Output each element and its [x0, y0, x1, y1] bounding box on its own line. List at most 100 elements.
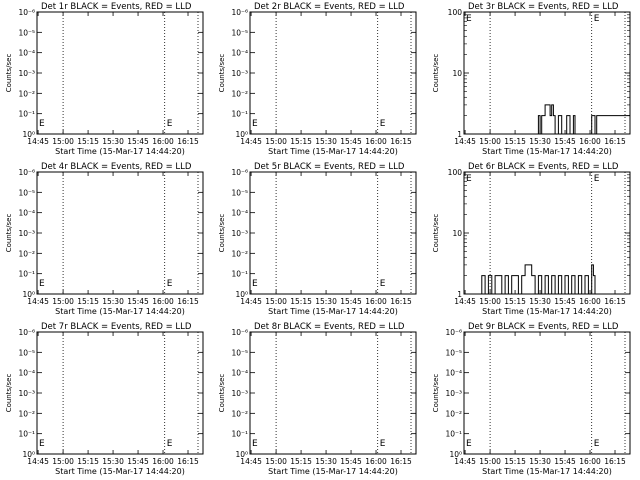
x-tick-label: 15:45 — [127, 457, 149, 466]
x-tick-label: 15:30 — [102, 457, 124, 466]
y-tick-label: 10⁻⁵ — [231, 28, 248, 37]
plot-frame — [249, 171, 417, 295]
x-tick-label: 15:45 — [554, 457, 576, 466]
error-marker: E — [466, 174, 472, 184]
y-tick-label: 10⁰ — [449, 450, 462, 459]
x-tick-label: 14:45 — [27, 137, 49, 146]
y-tick-label: 10⁰ — [22, 290, 35, 299]
y-axis-label: Counts/sec — [5, 374, 13, 413]
y-tick-label: 10⁻⁵ — [231, 188, 248, 197]
y-tick-label: 10⁻⁶ — [231, 328, 248, 337]
y-tick-label: 10⁻⁵ — [18, 28, 35, 37]
x-tick-label: 15:45 — [340, 457, 362, 466]
x-tick-label: 14:45 — [454, 297, 476, 306]
x-tick-label: 15:30 — [102, 297, 124, 306]
x-tick-label: 15:45 — [340, 137, 362, 146]
y-tick-label: 10⁰ — [22, 450, 35, 459]
y-axis-label: Counts/sec — [432, 214, 440, 253]
y-tick-label: 10⁰ — [235, 290, 248, 299]
y-tick-label: 10⁻² — [18, 249, 35, 258]
y-tick-label: 10⁻¹ — [18, 270, 35, 279]
x-tick-label: 15:45 — [554, 297, 576, 306]
y-tick-label: 10⁻³ — [231, 69, 248, 78]
x-tick-label: 16:00 — [579, 297, 601, 306]
x-tick-label: 15:30 — [315, 457, 337, 466]
x-tick-label: 15:45 — [340, 297, 362, 306]
error-marker: E — [39, 119, 45, 129]
x-tick-label: 15:15 — [77, 137, 99, 146]
x-axis-label: Start Time (15-Mar-17 14:44:20) — [55, 467, 185, 476]
y-tick-label: 1 — [457, 290, 462, 299]
x-tick-label: 14:45 — [454, 457, 476, 466]
x-tick-label: 15:30 — [102, 137, 124, 146]
panel-title: Det 9r BLACK = Events, RED = LLD — [468, 322, 619, 332]
y-tick-label: 10⁻⁴ — [231, 209, 248, 218]
y-tick-label: 10⁻² — [231, 89, 248, 98]
y-tick-label: 10⁻¹ — [231, 270, 248, 279]
panel-title: Det 2r BLACK = Events, RED = LLD — [254, 2, 405, 12]
y-tick-label: 10⁻¹ — [18, 430, 35, 439]
x-tick-label: 14:45 — [27, 297, 49, 306]
y-axis-label: Counts/sec — [432, 374, 440, 413]
y-tick-label: 10⁻⁵ — [231, 348, 248, 357]
x-tick-label: 15:45 — [127, 297, 149, 306]
panel-title: Det 6r BLACK = Events, RED = LLD — [468, 162, 619, 172]
plot-frame — [36, 331, 204, 455]
x-tick-label: 16:00 — [152, 457, 174, 466]
x-tick-label: 16:00 — [152, 137, 174, 146]
y-tick-label: 10⁻³ — [231, 229, 248, 238]
y-tick-label: 10⁻¹ — [231, 110, 248, 119]
panel-title: Det 4r BLACK = Events, RED = LLD — [41, 162, 192, 172]
error-marker: E — [380, 279, 386, 289]
y-tick-label: 10⁻⁶ — [18, 8, 35, 17]
y-axis-label: Counts/sec — [5, 214, 13, 253]
x-tick-label: 15:15 — [504, 457, 526, 466]
y-tick-label: 10⁻⁶ — [445, 328, 462, 337]
y-axis-label: Counts/sec — [5, 54, 13, 93]
panel-title: Det 7r BLACK = Events, RED = LLD — [41, 322, 192, 332]
x-tick-label: 16:15 — [177, 137, 199, 146]
panel-title: Det 8r BLACK = Events, RED = LLD — [254, 322, 405, 332]
y-tick-label: 10⁻³ — [445, 389, 462, 398]
plot-frame — [249, 11, 417, 135]
x-tick-label: 15:15 — [77, 297, 99, 306]
error-marker: E — [167, 439, 173, 449]
x-tick-label: 15:15 — [504, 297, 526, 306]
events-series-line — [464, 104, 631, 135]
x-tick-label: 15:15 — [290, 137, 312, 146]
y-tick-label: 10⁻¹ — [231, 430, 248, 439]
x-tick-label: 16:15 — [390, 137, 412, 146]
y-tick-label: 10⁰ — [235, 130, 248, 139]
x-tick-label: 16:15 — [604, 297, 626, 306]
y-axis-label: Counts/sec — [218, 214, 226, 253]
error-marker: E — [252, 279, 258, 289]
x-tick-label: 15:45 — [554, 137, 576, 146]
x-tick-label: 14:45 — [454, 137, 476, 146]
x-tick-label: 16:00 — [579, 137, 601, 146]
x-tick-label: 14:45 — [240, 137, 262, 146]
error-marker: E — [380, 119, 386, 129]
y-tick-label: 10⁻² — [231, 249, 248, 258]
x-tick-label: 16:00 — [579, 457, 601, 466]
error-marker: E — [39, 439, 45, 449]
y-tick-label: 10 — [452, 69, 462, 78]
y-tick-label: 10⁻³ — [18, 389, 35, 398]
y-tick-label: 10⁰ — [235, 450, 248, 459]
x-tick-label: 16:00 — [365, 457, 387, 466]
y-tick-label: 10⁰ — [22, 130, 35, 139]
error-marker: E — [594, 14, 600, 24]
y-axis-label: Counts/sec — [218, 374, 226, 413]
x-axis-label: Start Time (15-Mar-17 14:44:20) — [482, 307, 612, 316]
x-tick-label: 15:00 — [52, 457, 74, 466]
x-axis-label: Start Time (15-Mar-17 14:44:20) — [55, 147, 185, 156]
error-marker: E — [466, 14, 472, 24]
panel-title: Det 5r BLACK = Events, RED = LLD — [254, 162, 405, 172]
x-tick-label: 15:15 — [290, 297, 312, 306]
x-tick-label: 15:00 — [52, 297, 74, 306]
y-tick-label: 10⁻⁴ — [18, 209, 35, 218]
y-tick-label: 10 — [452, 229, 462, 238]
x-tick-label: 15:15 — [77, 457, 99, 466]
